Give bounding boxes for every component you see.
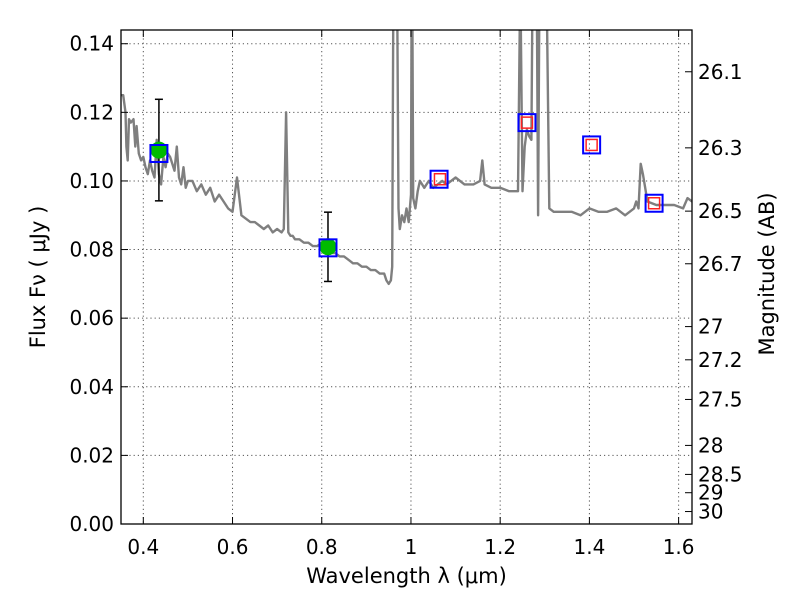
- mag-tick-label: 27.5: [698, 387, 743, 411]
- mag-tick-label: 29: [698, 481, 723, 505]
- x-tick-label: 1.2: [484, 535, 516, 559]
- model-point: [517, 113, 537, 133]
- spectrum-line: [121, 30, 692, 286]
- grid-lines: [121, 30, 692, 525]
- x-tick-label: 0.8: [306, 535, 338, 559]
- y-tick-label: 0.00: [69, 512, 114, 536]
- y-tick-label: 0.10: [69, 169, 114, 193]
- x-tick-label: 1: [405, 535, 418, 559]
- x-tick-label: 0.4: [127, 535, 159, 559]
- upper-limit-point: [647, 196, 661, 210]
- x-axis-label: Wavelength λ (μm): [306, 564, 507, 588]
- y-tick-label: 0.12: [69, 100, 114, 124]
- mag-tick-label: 27: [698, 315, 723, 339]
- model-points: [149, 113, 664, 258]
- x-tick-label: 1.6: [663, 535, 695, 559]
- magnitude-axis-label: Magnitude (AB): [755, 192, 779, 355]
- model-point: [582, 135, 602, 155]
- mag-tick-label: 27.2: [698, 348, 743, 372]
- tick-labels: 0.4 0.6 0.8 1 1.2 1.4 1.6 0.00 0.02 0.04 0.06 0.08 0…: [69, 32, 742, 559]
- observed-point: [319, 238, 337, 256]
- upper-limit-point: [585, 138, 598, 152]
- mag-tick-label: 26.7: [698, 252, 743, 276]
- x-tick-label: 1.4: [573, 535, 605, 559]
- model-point: [318, 238, 338, 258]
- plot-frame: [120, 29, 693, 525]
- model-point: [429, 169, 449, 189]
- model-point: [149, 144, 169, 163]
- template-spectrum: [121, 30, 692, 286]
- upper-limit-point: [520, 116, 534, 129]
- x-tick-label: 0.6: [217, 535, 249, 559]
- axis-ticks: [121, 30, 692, 525]
- y-tick-label: 0.02: [69, 443, 114, 467]
- y-axis-label: Flux Fν ( μJy ): [26, 206, 50, 349]
- model-point: [644, 193, 664, 213]
- upper-limit-point: [433, 172, 447, 186]
- y-tick-label: 0.04: [69, 375, 114, 399]
- y-tick-label: 0.06: [69, 306, 114, 330]
- mag-tick-label: 30: [698, 500, 723, 524]
- mag-tick-label: 28.5: [698, 462, 743, 486]
- mag-tick-label: 28: [698, 433, 723, 457]
- y-tick-label: 0.14: [69, 32, 114, 56]
- mag-tick-label: 26.1: [698, 60, 743, 84]
- y-tick-label: 0.08: [69, 238, 114, 262]
- upper-limit-points: [433, 116, 661, 210]
- mag-tick-label: 26.5: [698, 199, 743, 223]
- mag-tick-label: 26.3: [698, 136, 743, 160]
